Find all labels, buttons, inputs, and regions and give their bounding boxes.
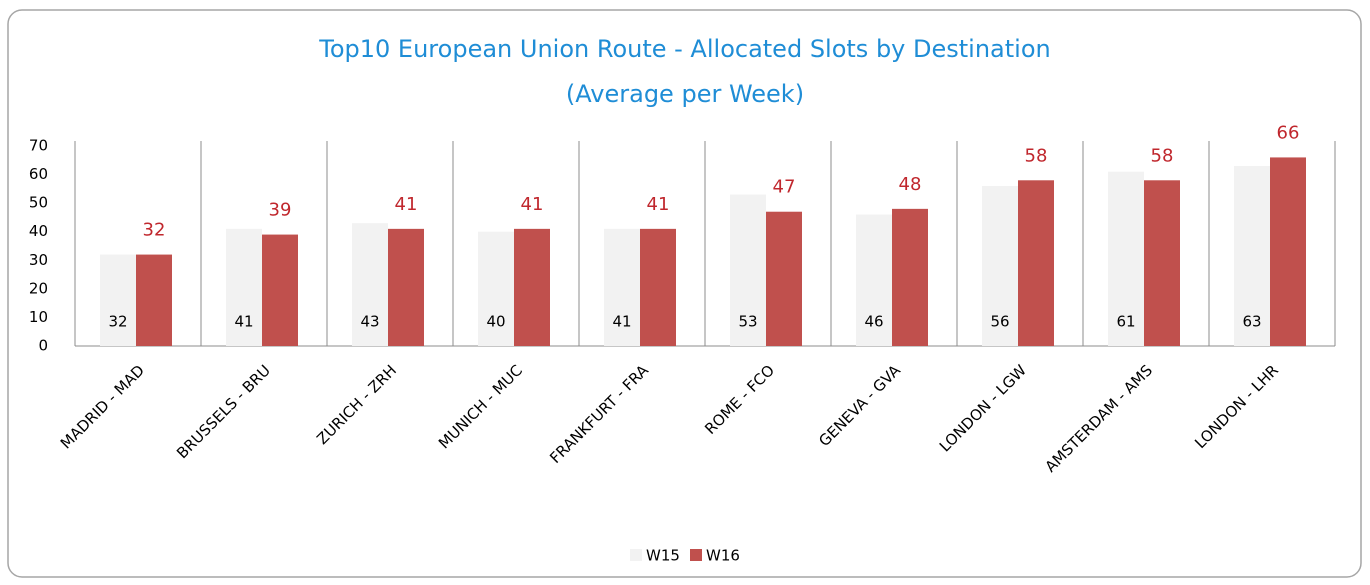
data-label: 66 bbox=[1277, 122, 1300, 143]
legend-label: W15 bbox=[646, 547, 680, 565]
bar bbox=[766, 211, 802, 346]
bar bbox=[1108, 171, 1144, 346]
chart-subtitle: (Average per Week) bbox=[566, 80, 804, 108]
y-tick-label: 70 bbox=[29, 137, 48, 155]
data-label: 32 bbox=[108, 313, 127, 331]
bar bbox=[1144, 180, 1180, 346]
data-label: 56 bbox=[990, 313, 1009, 331]
data-label: 32 bbox=[143, 220, 166, 241]
y-tick-label: 40 bbox=[29, 222, 48, 240]
chart-frame bbox=[7, 9, 1362, 578]
bar bbox=[1234, 166, 1270, 346]
bar bbox=[388, 228, 424, 346]
bar bbox=[352, 223, 388, 346]
y-tick-label: 10 bbox=[29, 308, 48, 326]
data-label: 41 bbox=[234, 313, 253, 331]
data-label: 58 bbox=[1151, 145, 1174, 166]
bar bbox=[604, 228, 640, 346]
bar bbox=[1270, 157, 1306, 346]
data-label: 48 bbox=[899, 174, 922, 195]
bar bbox=[892, 208, 928, 346]
bar bbox=[640, 228, 676, 346]
data-label: 41 bbox=[521, 194, 544, 215]
bar bbox=[100, 254, 136, 346]
legend-swatch bbox=[630, 549, 642, 561]
bar bbox=[514, 228, 550, 346]
data-label: 46 bbox=[864, 313, 883, 331]
data-label: 41 bbox=[395, 194, 418, 215]
bar bbox=[1018, 180, 1054, 346]
legend-label: W16 bbox=[706, 547, 740, 565]
data-label: 47 bbox=[773, 177, 796, 198]
y-tick-label: 50 bbox=[29, 194, 48, 212]
data-label: 41 bbox=[612, 313, 631, 331]
y-tick-label: 0 bbox=[38, 337, 48, 355]
data-label: 43 bbox=[360, 313, 379, 331]
bar bbox=[856, 214, 892, 346]
data-label: 58 bbox=[1025, 145, 1048, 166]
y-tick-label: 60 bbox=[29, 165, 48, 183]
bar bbox=[136, 254, 172, 346]
bar bbox=[730, 194, 766, 346]
data-label: 39 bbox=[269, 200, 292, 221]
data-label: 53 bbox=[738, 313, 757, 331]
data-label: 63 bbox=[1242, 313, 1261, 331]
bar bbox=[226, 228, 262, 346]
bar bbox=[262, 234, 298, 346]
data-label: 61 bbox=[1116, 313, 1135, 331]
data-label: 41 bbox=[647, 194, 670, 215]
bar bbox=[982, 186, 1018, 346]
legend-swatch bbox=[690, 549, 702, 561]
bar bbox=[478, 231, 514, 346]
chart-title: Top10 European Union Route - Allocated S… bbox=[318, 35, 1050, 63]
y-tick-label: 30 bbox=[29, 251, 48, 269]
data-label: 40 bbox=[486, 313, 505, 331]
y-tick-label: 20 bbox=[29, 279, 48, 297]
